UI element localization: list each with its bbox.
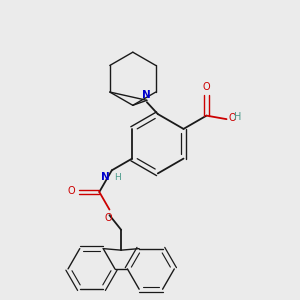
Text: O: O bbox=[203, 82, 210, 92]
Text: H: H bbox=[234, 112, 242, 122]
Text: N: N bbox=[142, 90, 151, 100]
Text: O: O bbox=[68, 186, 75, 196]
Text: O: O bbox=[228, 113, 236, 123]
Text: O: O bbox=[104, 213, 112, 223]
Text: N: N bbox=[100, 172, 109, 182]
Text: H: H bbox=[114, 173, 121, 182]
